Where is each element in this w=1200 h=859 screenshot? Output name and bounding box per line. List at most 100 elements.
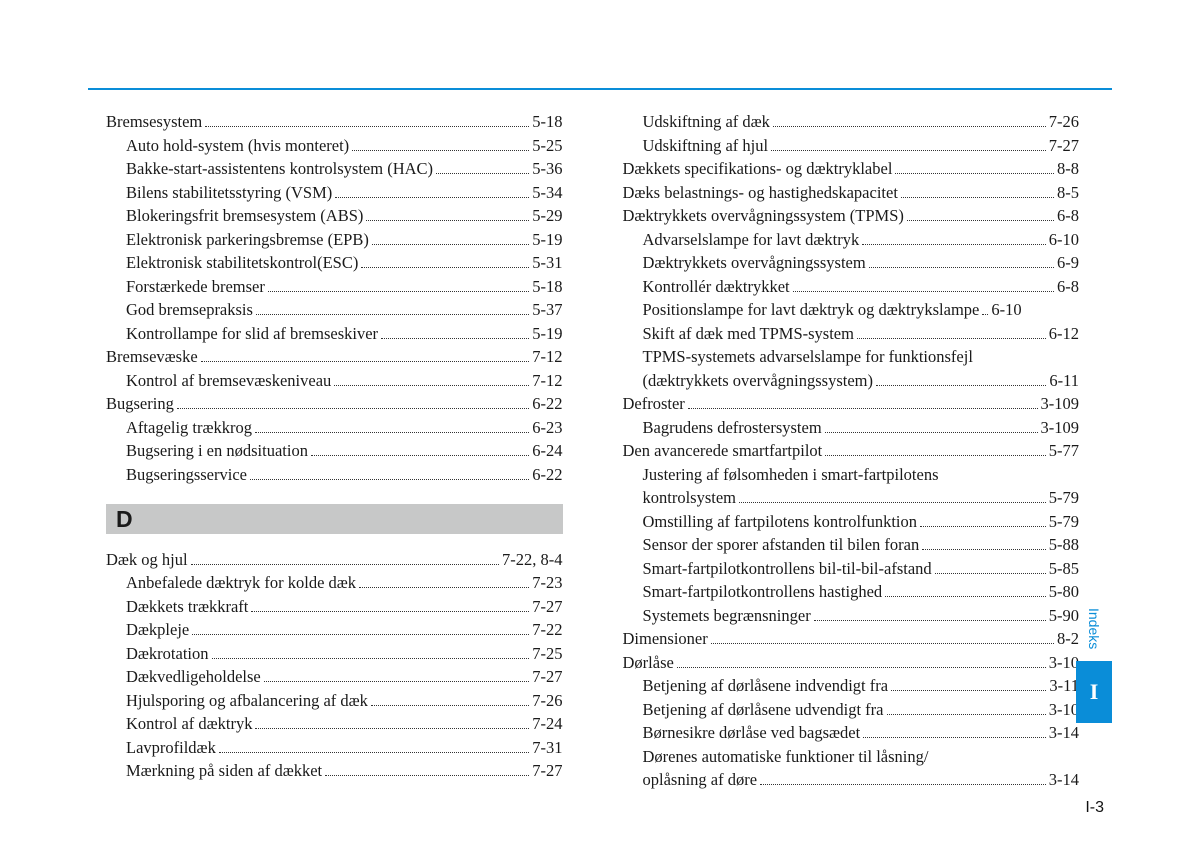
index-entry: Lavprofildæk7-31 <box>106 736 563 760</box>
index-entry-page: 8-5 <box>1057 181 1079 205</box>
index-entry: Dækpleje7-22 <box>106 618 563 642</box>
index-entry-label: oplåsning af døre <box>643 768 758 792</box>
index-entry-label: Bremsesystem <box>106 110 202 134</box>
page-number: I-3 <box>1085 799 1104 817</box>
index-entry-label: Skift af dæk med TPMS-system <box>643 322 854 346</box>
right-column: Udskiftning af dæk7-26Udskiftning af hju… <box>623 110 1080 792</box>
leader-dots <box>255 728 529 729</box>
index-entry-label: Smart-fartpilotkontrollens bil-til-bil-a… <box>643 557 932 581</box>
index-entry-label: Systemets begrænsninger <box>643 604 811 628</box>
leader-dots <box>711 643 1054 644</box>
index-entry-label: Bremsevæske <box>106 345 198 369</box>
index-entry-page: 6-22 <box>532 392 562 416</box>
index-entry: Bremsesystem5-18 <box>106 110 563 134</box>
index-entry-page: 5-34 <box>532 181 562 205</box>
index-entry-label: Dæk og hjul <box>106 548 188 572</box>
index-entry-label: Dækkets specifikations- og dæktryklabel <box>623 157 893 181</box>
index-entry-label: Dørlåse <box>623 651 674 675</box>
index-entry: Positionslampe for lavt dæktryk og dæktr… <box>623 298 1080 322</box>
leader-dots <box>793 291 1054 292</box>
index-entry-label: Børnesikre dørlåse ved bagsædet <box>643 721 861 745</box>
leader-dots <box>825 455 1046 456</box>
leader-dots <box>381 338 529 339</box>
index-entry: Dæktrykkets overvågningssystem (TPMS) 6-8 <box>623 204 1080 228</box>
index-entry: Elektronisk stabilitetskontrol(ESC)5-31 <box>106 251 563 275</box>
index-entry-page: 7-12 <box>532 369 562 393</box>
index-entry-label: Betjening af dørlåsene udvendigt fra <box>643 698 884 722</box>
index-entry-page: 7-22 <box>532 618 562 642</box>
index-entry-label: Advarselslampe for lavt dæktryk <box>643 228 860 252</box>
index-entry: Dimensioner8-2 <box>623 627 1080 651</box>
index-entry: Betjening af dørlåsene indvendigt fra3-1… <box>623 674 1080 698</box>
index-entry-label: Den avancerede smartfartpilot <box>623 439 823 463</box>
index-entry-page: 6-10 <box>991 298 1021 322</box>
index-entry-page: 5-19 <box>532 228 562 252</box>
index-entry: Defroster3-109 <box>623 392 1080 416</box>
index-entry: Dæks belastnings- og hastighedskapacitet… <box>623 181 1080 205</box>
leader-dots <box>857 338 1046 339</box>
index-entry-page: 3-10 <box>1049 698 1079 722</box>
index-entry-label: Aftagelig trækkrog <box>126 416 252 440</box>
index-entry-page: 7-23 <box>532 571 562 595</box>
index-entry-page: 6-12 <box>1049 322 1079 346</box>
index-entry: Bilens stabilitetsstyring (VSM) 5-34 <box>106 181 563 205</box>
section-heading: D <box>106 504 563 534</box>
index-entry-page: 5-88 <box>1049 533 1079 557</box>
index-entry-page: 6-22 <box>532 463 562 487</box>
index-entry-label: Bagrudens defrostersystem <box>643 416 822 440</box>
index-entry: Kontrollér dæktrykket6-8 <box>623 275 1080 299</box>
leader-dots <box>372 244 529 245</box>
index-content: Bremsesystem5-18Auto hold-system (hvis m… <box>106 110 1079 792</box>
index-entry-label: Kontrol af dæktryk <box>126 712 252 736</box>
leader-dots <box>212 658 530 659</box>
side-tab-letter: I <box>1076 661 1112 723</box>
index-entry: Udskiftning af hjul7-27 <box>623 134 1080 158</box>
leader-dots <box>366 220 529 221</box>
index-entry-label: Mærkning på siden af dækket <box>126 759 322 783</box>
index-entry-label: Hjulsporing og afbalancering af dæk <box>126 689 368 713</box>
leader-dots <box>907 220 1054 221</box>
index-entry-page: 7-27 <box>532 595 562 619</box>
leader-dots <box>191 564 499 565</box>
index-entry-page: 3-14 <box>1049 721 1079 745</box>
index-entry-label: Lavprofildæk <box>126 736 216 760</box>
leader-dots <box>268 291 529 292</box>
index-entry-page: 5-80 <box>1049 580 1079 604</box>
leader-dots <box>863 737 1046 738</box>
index-entry-label: Dæktrykkets overvågningssystem (TPMS) <box>623 204 904 228</box>
index-entry-page: 6-11 <box>1049 369 1079 393</box>
leader-dots <box>335 197 529 198</box>
index-entry: Justering af følsomheden i smart-fartpil… <box>623 463 1080 487</box>
index-entry-page: 6-8 <box>1057 204 1079 228</box>
leader-dots <box>887 714 1046 715</box>
index-entry: Den avancerede smartfartpilot5-77 <box>623 439 1080 463</box>
leader-dots <box>773 126 1046 127</box>
index-entry-page: 5-79 <box>1049 510 1079 534</box>
index-entry: Udskiftning af dæk7-26 <box>623 110 1080 134</box>
index-entry-page: 5-25 <box>532 134 562 158</box>
index-entry-label: TPMS-systemets advarselslampe for funkti… <box>643 345 973 369</box>
leader-dots <box>264 681 530 682</box>
index-entry-page: 5-37 <box>532 298 562 322</box>
leader-dots <box>334 385 529 386</box>
index-entry-label: Bilens stabilitetsstyring (VSM) <box>126 181 332 205</box>
index-entry-page: 3-109 <box>1041 416 1080 440</box>
index-entry: Skift af dæk med TPMS-system 6-12 <box>623 322 1080 346</box>
leader-dots <box>901 197 1054 198</box>
index-entry: Aftagelig trækkrog6-23 <box>106 416 563 440</box>
index-entry: TPMS-systemets advarselslampe for funkti… <box>623 345 1080 369</box>
index-entry-page: 6-24 <box>532 439 562 463</box>
index-entry-page: 6-8 <box>1057 275 1079 299</box>
index-entry: Dæktrykkets overvågningssystem6-9 <box>623 251 1080 275</box>
leader-dots <box>201 361 530 362</box>
index-entry: Bremsevæske7-12 <box>106 345 563 369</box>
index-entry: Bakke-start-assistentens kontrolsystem (… <box>106 157 563 181</box>
leader-dots <box>922 549 1046 550</box>
leader-dots <box>251 611 529 612</box>
index-entry-page: 7-27 <box>532 665 562 689</box>
index-entry: Kontrol af bremsevæskeniveau7-12 <box>106 369 563 393</box>
index-entry: Anbefalede dæktryk for kolde dæk7-23 <box>106 571 563 595</box>
index-entry: Dæk og hjul7-22, 8-4 <box>106 548 563 572</box>
index-entry-label: God bremsepraksis <box>126 298 253 322</box>
index-entry-continuation: oplåsning af døre3-14 <box>623 768 1080 792</box>
